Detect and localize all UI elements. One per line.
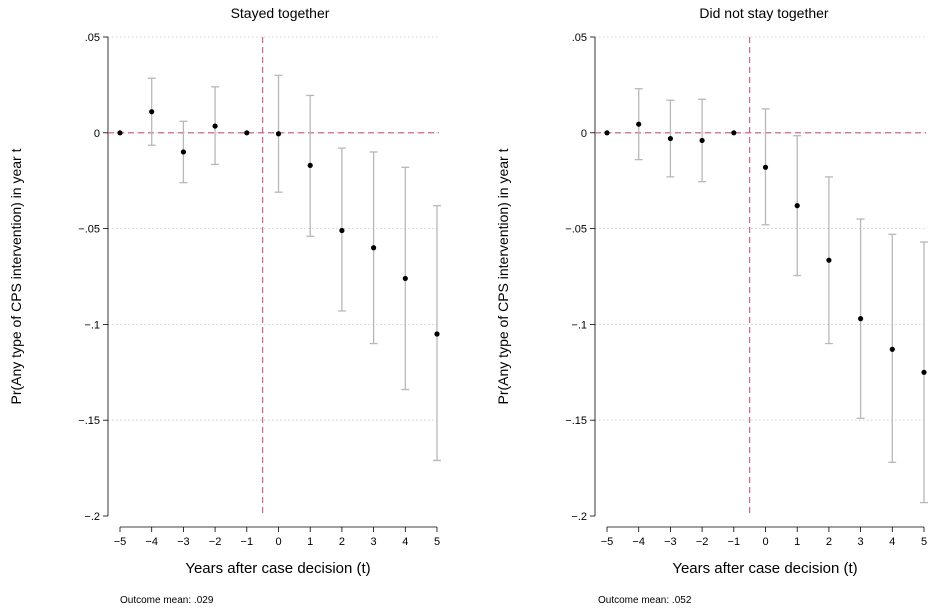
estimate-point — [275, 131, 282, 137]
outcome-mean-note: Outcome mean: .029 — [120, 595, 214, 606]
x-tick-label: 5 — [921, 536, 927, 548]
y-tick-label: 0 — [94, 128, 100, 140]
estimate-point — [826, 257, 832, 263]
y-tick-label: −.1 — [84, 319, 100, 331]
x-tick-label: 3 — [858, 536, 864, 548]
y-axis-title: Pr(Any type of CPS intervention) in year… — [8, 148, 24, 404]
estimate-point — [858, 316, 864, 322]
y-axis-title: Pr(Any type of CPS intervention) in year… — [495, 148, 511, 404]
y-tick-label: −.05 — [565, 224, 587, 236]
y-tick-label: −.2 — [84, 511, 100, 523]
x-tick-label: −4 — [632, 536, 645, 548]
x-tick-label: −5 — [114, 536, 127, 548]
x-tick-label: −1 — [241, 536, 254, 548]
outcome-mean-note: Outcome mean: .052 — [598, 595, 692, 606]
chart-title: Did not stay together — [699, 5, 829, 21]
y-tick-label: −.05 — [78, 224, 100, 236]
estimate-point — [762, 164, 769, 170]
y-tick-label: −.15 — [565, 415, 587, 427]
estimate-point — [604, 130, 610, 136]
x-tick-label: 0 — [275, 536, 281, 548]
estimate-point — [180, 149, 186, 155]
x-tick-label: 2 — [826, 536, 832, 548]
estimate-point — [434, 331, 440, 337]
x-tick-label: 5 — [434, 536, 440, 548]
x-tick-label: −2 — [696, 536, 709, 548]
estimate-point — [667, 135, 674, 142]
estimate-point — [731, 130, 737, 136]
chart-panel-1: .05 0 −.05 −.1 −.15 −.2 −5 −4 −3 −2 −1 0 1 2 3 4 5 Stayed… — [8, 5, 441, 606]
x-tick-label: 1 — [794, 536, 800, 548]
x-tick-label: 1 — [307, 536, 313, 548]
estimate-point — [212, 123, 218, 129]
y-tick-label: −.15 — [78, 415, 100, 427]
estimate-point — [402, 275, 408, 282]
y-tick-label: .05 — [85, 32, 100, 44]
x-tick-label: −3 — [664, 536, 677, 548]
y-tick-label: .05 — [572, 32, 587, 44]
x-tick-label: −2 — [209, 536, 222, 548]
x-tick-label: 4 — [402, 536, 408, 548]
estimate-point — [699, 137, 705, 144]
estimate-point — [117, 130, 123, 136]
x-tick-label: 2 — [339, 536, 345, 548]
estimate-point — [371, 245, 377, 251]
estimate-point — [339, 227, 345, 234]
x-axis-title: Years after case decision (t) — [185, 560, 370, 577]
y-tick-label: −.1 — [571, 319, 587, 331]
x-tick-label: 3 — [371, 536, 377, 548]
x-tick-label: −3 — [177, 536, 190, 548]
chart-title: Stayed together — [231, 5, 330, 21]
estimate-point — [149, 109, 155, 115]
x-axis-title: Years after case decision (t) — [672, 560, 857, 577]
x-tick-label: 4 — [889, 536, 895, 548]
estimate-point — [794, 203, 800, 209]
estimate-point — [889, 346, 895, 352]
x-tick-label: −5 — [601, 536, 614, 548]
estimate-point — [307, 162, 313, 168]
chart-panel-2: .05 0 −.05 −.1 −.15 −.2 −5 −4 −3 −2 −1 0 1 2 3 4 5 Did no… — [495, 5, 928, 606]
x-tick-label: 0 — [762, 536, 768, 548]
estimate-point — [921, 369, 927, 375]
y-tick-label: 0 — [581, 128, 587, 140]
y-tick-label: −.2 — [571, 511, 587, 523]
x-tick-label: −1 — [728, 536, 741, 548]
estimate-point — [636, 121, 642, 127]
x-tick-label: −4 — [145, 536, 158, 548]
estimate-point — [244, 130, 250, 136]
